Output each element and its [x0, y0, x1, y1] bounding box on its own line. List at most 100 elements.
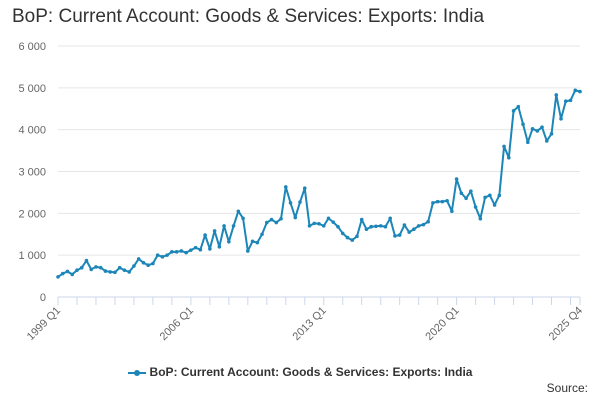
- data-point[interactable]: [108, 270, 112, 274]
- data-point[interactable]: [488, 193, 492, 198]
- data-point[interactable]: [231, 224, 236, 228]
- data-point[interactable]: [222, 224, 226, 228]
- data-point[interactable]: [250, 239, 255, 244]
- data-point[interactable]: [65, 269, 70, 274]
- data-point[interactable]: [530, 127, 535, 131]
- data-point[interactable]: [544, 139, 549, 143]
- data-point[interactable]: [269, 217, 274, 222]
- data-point[interactable]: [393, 234, 397, 238]
- data-point[interactable]: [155, 253, 160, 257]
- data-point[interactable]: [317, 221, 321, 226]
- data-point[interactable]: [369, 224, 374, 229]
- data-point[interactable]: [511, 109, 516, 113]
- data-point[interactable]: [283, 185, 288, 189]
- data-point[interactable]: [193, 245, 198, 250]
- data-point[interactable]: [274, 220, 279, 225]
- data-point[interactable]: [170, 250, 174, 254]
- data-point[interactable]: [554, 93, 559, 97]
- data-point[interactable]: [208, 247, 212, 251]
- data-point[interactable]: [212, 229, 217, 233]
- data-point[interactable]: [464, 196, 468, 201]
- data-point[interactable]: [70, 272, 75, 277]
- data-point[interactable]: [416, 224, 421, 228]
- data-point[interactable]: [450, 209, 454, 214]
- legend[interactable]: BoP: Current Account: Goods & Services: …: [0, 365, 600, 379]
- data-point[interactable]: [227, 239, 231, 244]
- data-point[interactable]: [435, 199, 440, 204]
- data-point[interactable]: [326, 216, 331, 221]
- data-point[interactable]: [483, 195, 487, 200]
- data-point[interactable]: [431, 201, 435, 205]
- data-point[interactable]: [412, 227, 416, 232]
- data-point[interactable]: [459, 191, 464, 196]
- data-point[interactable]: [563, 99, 568, 104]
- data-point[interactable]: [98, 265, 103, 270]
- data-point[interactable]: [160, 255, 165, 259]
- data-point[interactable]: [117, 265, 122, 270]
- data-point[interactable]: [469, 189, 473, 193]
- data-point[interactable]: [75, 268, 79, 273]
- data-point[interactable]: [473, 205, 478, 209]
- data-point[interactable]: [492, 203, 497, 207]
- data-point[interactable]: [345, 235, 350, 240]
- data-point[interactable]: [559, 116, 563, 121]
- data-point[interactable]: [421, 222, 426, 227]
- data-point[interactable]: [146, 263, 150, 268]
- data-point[interactable]: [122, 268, 127, 273]
- data-point[interactable]: [174, 250, 179, 254]
- data-point[interactable]: [549, 132, 554, 136]
- data-point[interactable]: [359, 217, 364, 222]
- data-point[interactable]: [236, 209, 241, 214]
- data-point[interactable]: [136, 257, 141, 261]
- data-point[interactable]: [497, 193, 502, 198]
- data-point[interactable]: [407, 230, 411, 234]
- data-point[interactable]: [573, 88, 578, 93]
- data-point[interactable]: [56, 275, 60, 279]
- data-point[interactable]: [217, 245, 222, 249]
- data-point[interactable]: [141, 260, 146, 265]
- data-point[interactable]: [307, 224, 312, 228]
- data-point[interactable]: [60, 271, 65, 276]
- data-point[interactable]: [293, 215, 298, 220]
- data-point[interactable]: [302, 186, 307, 191]
- data-point[interactable]: [336, 224, 340, 229]
- data-point[interactable]: [179, 249, 184, 253]
- data-point[interactable]: [502, 144, 506, 149]
- data-point[interactable]: [507, 155, 511, 160]
- data-point[interactable]: [383, 224, 388, 229]
- data-point[interactable]: [127, 270, 131, 274]
- data-point[interactable]: [260, 232, 264, 237]
- data-point[interactable]: [298, 200, 302, 204]
- data-point[interactable]: [113, 270, 117, 275]
- data-point[interactable]: [288, 201, 293, 205]
- data-point[interactable]: [312, 221, 317, 226]
- data-point[interactable]: [246, 249, 250, 253]
- data-point[interactable]: [397, 233, 402, 237]
- data-point[interactable]: [203, 233, 207, 237]
- data-point[interactable]: [521, 122, 525, 127]
- data-point[interactable]: [79, 265, 84, 270]
- data-point[interactable]: [89, 267, 94, 272]
- data-point[interactable]: [402, 223, 407, 227]
- data-point[interactable]: [364, 227, 369, 232]
- data-point[interactable]: [568, 98, 573, 103]
- data-point[interactable]: [255, 240, 260, 245]
- data-point[interactable]: [165, 253, 169, 257]
- data-point[interactable]: [478, 216, 483, 221]
- data-point[interactable]: [516, 104, 521, 109]
- data-point[interactable]: [378, 224, 383, 228]
- data-point[interactable]: [331, 220, 336, 224]
- data-point[interactable]: [103, 269, 108, 273]
- data-point[interactable]: [388, 216, 392, 221]
- data-point[interactable]: [321, 224, 326, 228]
- data-point[interactable]: [526, 140, 530, 145]
- data-point[interactable]: [445, 198, 449, 203]
- data-point[interactable]: [241, 216, 245, 221]
- data-point[interactable]: [374, 224, 378, 229]
- data-point[interactable]: [535, 129, 540, 133]
- data-point[interactable]: [350, 238, 355, 242]
- data-point[interactable]: [151, 261, 155, 266]
- data-point[interactable]: [440, 199, 445, 204]
- data-point[interactable]: [265, 220, 269, 225]
- data-point[interactable]: [355, 234, 359, 239]
